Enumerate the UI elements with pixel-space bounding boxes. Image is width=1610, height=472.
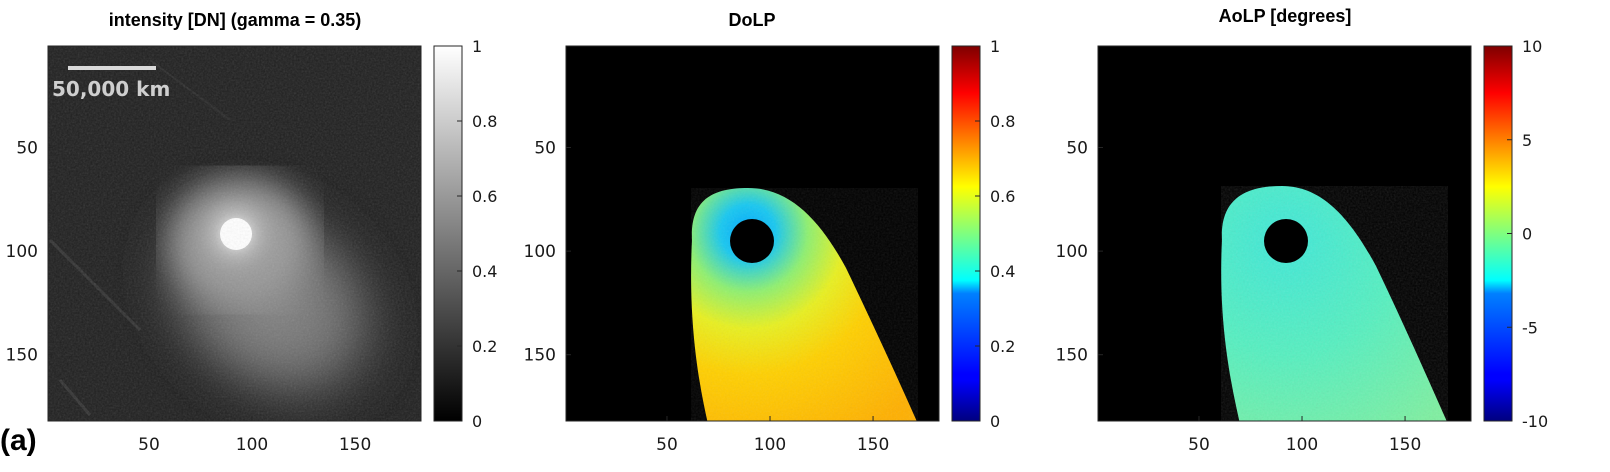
intensity-x-ticks: 50 100 150 [138,416,371,455]
colorbar-tick-label: 0 [472,412,482,431]
intensity-title: intensity [DN] (gamma = 0.35) [109,10,362,30]
colorbar-tick-label: 0 [1522,225,1532,244]
intensity-y-ticks: 50 100 150 [6,139,53,366]
colorbar-tick-label: 1 [472,37,482,56]
colorbar-tick-label: 0.8 [990,112,1015,131]
intensity-colorbar-ticks: 0 0.2 0.4 0.6 0.8 1 [457,37,497,431]
colorbar-tick-label: 0.8 [472,112,497,131]
x-tick-label: 150 [1389,435,1421,455]
dolp-title: DoLP [729,10,776,30]
x-tick-label: 100 [1286,435,1318,455]
y-tick-label: 100 [524,242,556,262]
dolp-y-ticks: 50 100 150 [524,139,571,366]
colorbar-tick-label: -5 [1522,318,1538,337]
y-tick-label: 150 [524,346,556,366]
y-tick-label: 50 [534,139,556,159]
aolp-panel: AoLP [degrees] 50 100 150 50 100 150 -10 -5 0 5… [1056,6,1549,455]
colorbar-tick-label: 0.6 [990,187,1015,206]
colorbar-tick-label: 0 [990,412,1000,431]
dolp-colorbar [951,45,981,422]
aolp-colorbar-ticks: -10 -5 0 5 10 [1507,37,1548,431]
aolp-y-ticks: 50 100 150 [1056,139,1103,366]
y-tick-label: 50 [16,139,38,159]
x-tick-label: 50 [138,435,160,455]
y-tick-label: 150 [1056,346,1088,366]
x-tick-label: 100 [236,435,268,455]
colorbar-tick-label: 0.2 [990,337,1015,356]
aolp-image [1098,46,1471,421]
figure-panel-label: (a) [0,424,37,457]
dolp-panel: DoLP 50 100 150 50 100 150 0 0.2 0.4 0.6 0.8 1 [524,10,1016,455]
intensity-image [48,46,421,421]
dolp-colorbar-ticks: 0 0.2 0.4 0.6 0.8 1 [975,37,1015,431]
y-tick-label: 150 [6,346,38,366]
x-tick-label: 100 [754,435,786,455]
colorbar-tick-label: 0.4 [472,262,497,281]
dolp-x-ticks: 50 100 150 [656,416,889,455]
colorbar-tick-label: -10 [1522,412,1548,431]
intensity-colorbar [433,45,463,422]
colorbar-tick-label: 0.4 [990,262,1015,281]
y-tick-label: 50 [1066,139,1088,159]
x-tick-label: 50 [1188,435,1210,455]
intensity-panel: intensity [DN] (gamma = 0.35) 50,000 km … [6,10,498,455]
scale-bar-label: 50,000 km [52,77,170,101]
colorbar-tick-label: 5 [1522,131,1532,150]
y-tick-label: 100 [1056,242,1088,262]
colorbar-tick-label: 10 [1522,37,1542,56]
aolp-x-ticks: 50 100 150 [1188,416,1421,455]
x-tick-label: 50 [656,435,678,455]
aolp-title: AoLP [degrees] [1219,6,1352,26]
dolp-image [566,46,939,421]
colorbar-tick-label: 0.6 [472,187,497,206]
y-tick-label: 100 [6,242,38,262]
colorbar-tick-label: 1 [990,37,1000,56]
colorbar-tick-label: 0.2 [472,337,497,356]
x-tick-label: 150 [857,435,889,455]
x-tick-label: 150 [339,435,371,455]
